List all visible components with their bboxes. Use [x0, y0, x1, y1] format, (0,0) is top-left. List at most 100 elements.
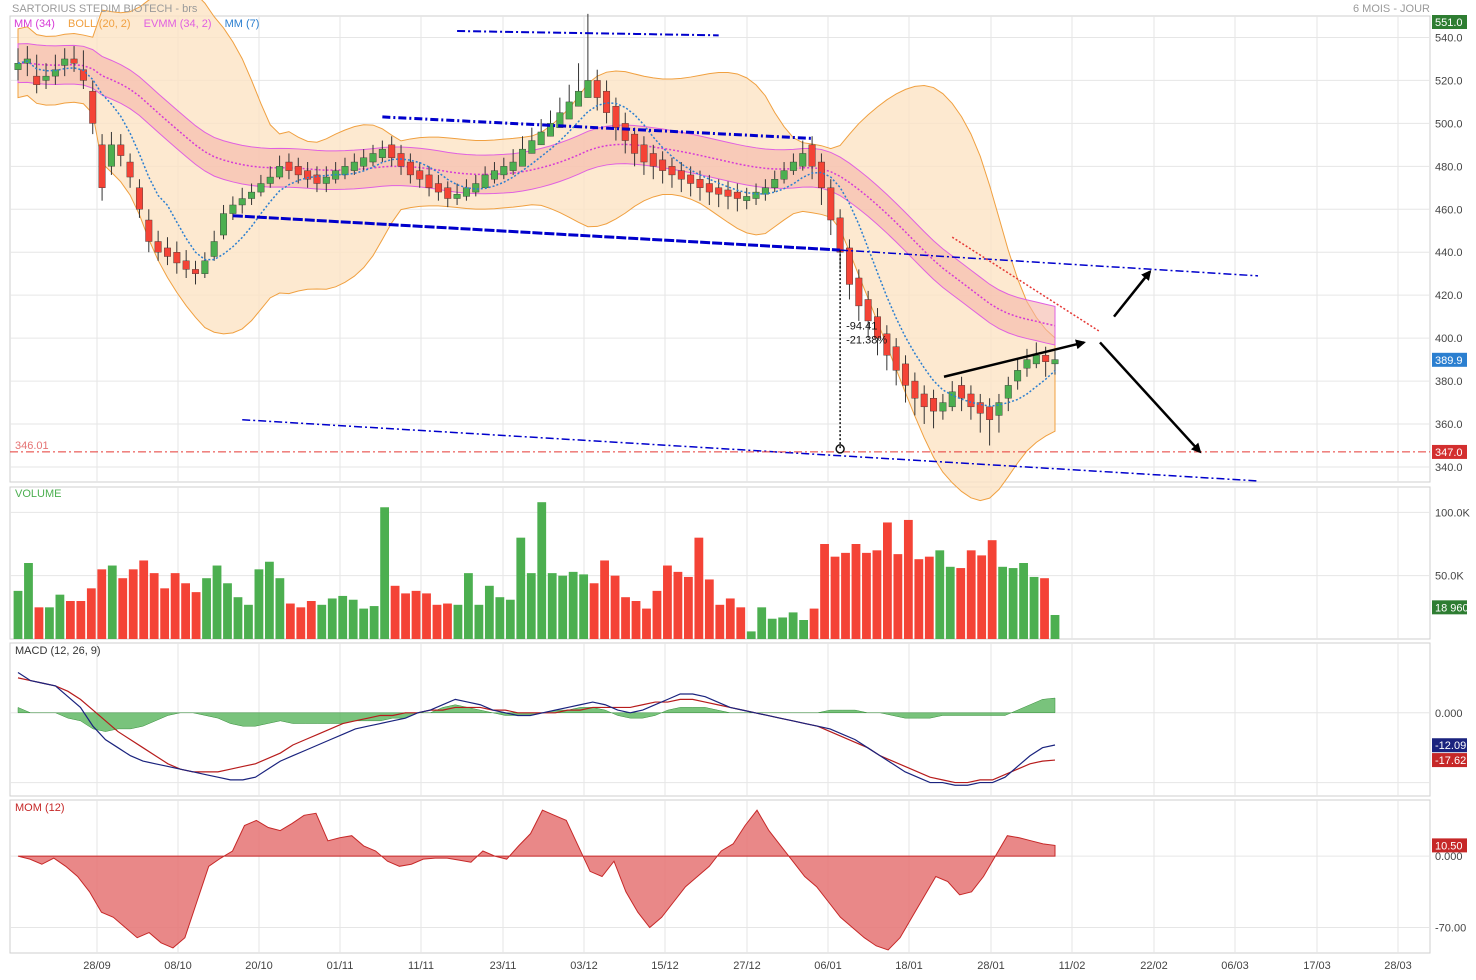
legend-mm34: MM (34): [14, 18, 55, 30]
volume-bar: [191, 592, 201, 639]
macd-panel-title: MACD (12, 26, 9): [15, 645, 101, 657]
candle-body: [845, 247, 853, 285]
price-y-tick: 440.0: [1435, 247, 1463, 259]
legend-mm7: MM (7): [224, 18, 260, 30]
volume-bar: [966, 550, 976, 639]
candle-body: [509, 161, 517, 171]
candle-body: [117, 144, 125, 156]
candle-body: [182, 260, 190, 270]
x-tick-label: 20/10: [245, 960, 273, 972]
candle-body: [341, 166, 349, 176]
candle-body: [519, 148, 526, 167]
volume-bar: [359, 608, 369, 639]
candle-body: [257, 183, 265, 193]
mm34-line: [17, 62, 1056, 327]
volume-bar: [1029, 576, 1039, 639]
candle-body: [107, 144, 115, 167]
candle-body: [89, 90, 97, 124]
bollinger-band: [17, 0, 1056, 502]
volume-bar: [422, 593, 431, 639]
volume-bar: [799, 620, 809, 639]
price-y-tick: 500.0: [1435, 118, 1463, 130]
candle-body: [164, 247, 171, 257]
legend-evmm: EVMM (34, 2): [143, 18, 212, 30]
candle-body: [584, 80, 592, 98]
price-y-tick: 480.0: [1435, 161, 1463, 173]
candle-body: [294, 166, 302, 176]
candle-body: [677, 170, 685, 180]
volume-bar: [317, 604, 327, 639]
candle-body: [687, 174, 695, 184]
volume-bar: [76, 601, 86, 639]
x-tick-label: 22/02: [1140, 960, 1168, 972]
candle-body: [266, 176, 274, 184]
candle-body: [799, 153, 807, 167]
scenario-arrow-0: [943, 339, 1086, 378]
candle-body: [995, 402, 1003, 416]
candle-body: [210, 241, 218, 257]
volume-bar: [401, 593, 410, 639]
volume-bar: [600, 560, 609, 639]
volume-bar: [202, 578, 211, 639]
volume-bar: [725, 598, 735, 639]
trendline-support-thick: [232, 214, 841, 252]
volume-bar: [652, 590, 662, 639]
volume-bar: [694, 537, 704, 639]
x-tick-label: 28/01: [977, 960, 1005, 972]
candle-body: [724, 189, 732, 197]
candle-body: [154, 241, 162, 253]
volume-bar: [118, 578, 128, 639]
candle-body: [976, 402, 984, 414]
candle-body: [771, 179, 779, 188]
volume-bar: [956, 568, 966, 639]
candle-body: [425, 174, 433, 188]
candle-body: [939, 402, 947, 412]
candle-body: [547, 123, 554, 137]
volume-bar: [453, 604, 463, 639]
candle-body: [304, 170, 312, 180]
volume-bar: [264, 561, 274, 639]
candle-body: [575, 90, 583, 107]
x-tick-label: 18/01: [895, 960, 923, 972]
candle-body: [444, 187, 452, 199]
volume-bar: [809, 608, 819, 639]
mom-y-tick: -70.00: [1435, 923, 1466, 935]
mom-last-tag: 10.50: [1435, 840, 1463, 852]
volume-bar: [443, 603, 452, 639]
volume-bar: [1050, 614, 1060, 639]
volume-bar: [495, 597, 505, 639]
candle-body: [668, 166, 676, 176]
candle-body: [967, 393, 975, 408]
candle-body: [715, 187, 723, 195]
volume-bar: [924, 556, 934, 639]
price-y-tick: 380.0: [1435, 376, 1463, 388]
candle-body: [733, 191, 741, 199]
candle-body: [276, 166, 284, 178]
candle-body: [743, 196, 751, 201]
volume-bar: [34, 607, 44, 639]
candle-body: [780, 170, 788, 180]
support-price-tag: 347.0: [1435, 447, 1463, 459]
candle-body: [1004, 385, 1012, 399]
candle-body: [593, 80, 601, 98]
volume-bar: [464, 573, 473, 639]
scenario-arrow-1: [1113, 269, 1152, 318]
volume-bar: [683, 576, 693, 639]
candle-body: [322, 176, 330, 184]
volume-bar: [275, 578, 285, 639]
volume-bar: [170, 573, 180, 639]
period-label: 6 MOIS - JOUR: [1352, 3, 1430, 15]
volume-bar: [830, 556, 840, 639]
trendline-red-resistance: [951, 236, 1101, 333]
candle-body: [537, 131, 545, 146]
macd-signal-line: [17, 677, 1056, 784]
volume-bar: [704, 579, 714, 639]
panel-frame-2: [9, 642, 1431, 797]
candle-body: [827, 187, 835, 221]
volume-bar: [746, 631, 756, 639]
candle-body: [313, 174, 321, 184]
measurement-value: -94.41: [846, 321, 877, 333]
x-tick-label: 17/03: [1303, 960, 1331, 972]
